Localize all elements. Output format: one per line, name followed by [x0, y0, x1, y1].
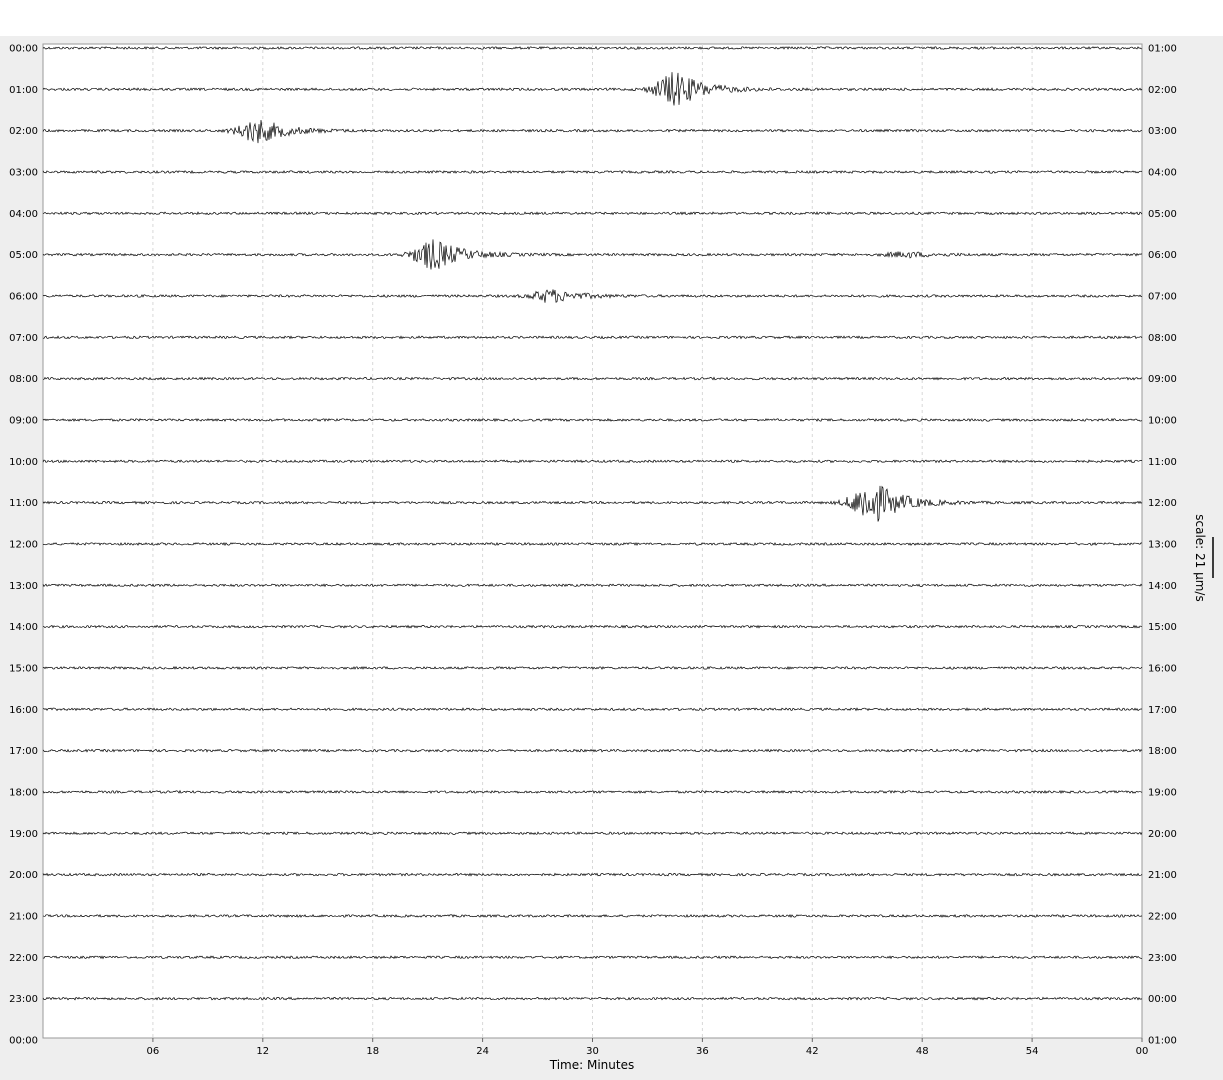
left-row-label: 18:00: [9, 787, 38, 798]
grid-lines: [152, 44, 1033, 1038]
right-row-label: 07:00: [1148, 291, 1177, 302]
right-row-label: 09:00: [1148, 374, 1177, 385]
x-tick-label: 00: [1136, 1046, 1149, 1057]
trace-row: [42, 665, 1143, 670]
left-row-label: 02:00: [9, 126, 38, 137]
right-row-label: 19:00: [1148, 787, 1177, 798]
trace-row: [42, 955, 1143, 960]
trace-row: [42, 72, 1143, 106]
right-row-label: 16:00: [1148, 663, 1177, 674]
helicorder-chart: 00:00 01:00 02:00 03:00 04:00 05:00 06:00 07:00…: [9, 43, 1214, 1072]
left-row-label: 12:00: [9, 539, 38, 550]
right-row-label: 18:00: [1148, 746, 1177, 757]
right-row-label: 08:00: [1148, 333, 1177, 344]
right-row-label: 21:00: [1148, 870, 1177, 881]
trace-row: [42, 996, 1143, 1001]
left-row-label: 09:00: [9, 415, 38, 426]
trace-row: [42, 789, 1143, 794]
x-tick-label: 36: [696, 1046, 709, 1057]
scale-label: scale: 21 μm/s: [1193, 514, 1207, 601]
x-tick-label: 06: [147, 1046, 160, 1057]
left-row-label: 04:00: [9, 209, 38, 220]
x-tick-label: 24: [476, 1046, 489, 1057]
trace-row: [42, 211, 1143, 216]
x-tick-label: 12: [256, 1046, 269, 1057]
right-row-label: 01:00: [1148, 1035, 1177, 1046]
right-row-label: 15:00: [1148, 622, 1177, 633]
right-row-label: 17:00: [1148, 705, 1177, 716]
x-axis-ticks: 06 12 18 24 30 36 42 48 54 00: [147, 1038, 1149, 1057]
trace-row: [42, 170, 1143, 174]
plot-area: [42, 43, 1143, 1039]
left-row-label: 00:00: [9, 1035, 38, 1046]
right-row-label: 04:00: [1148, 167, 1177, 178]
right-row-label: 14:00: [1148, 581, 1177, 592]
right-row-label: 23:00: [1148, 953, 1177, 964]
left-row-labels: 00:00 01:00 02:00 03:00 04:00 05:00 06:00 07:00…: [9, 44, 38, 1047]
right-row-label: 02:00: [1148, 85, 1177, 96]
left-row-label: 17:00: [9, 746, 38, 757]
left-row-label: 19:00: [9, 829, 38, 840]
trace-row: [42, 239, 1143, 270]
trace-row: [42, 459, 1143, 464]
left-row-label: 07:00: [9, 333, 38, 344]
trace-row: [43, 376, 1143, 381]
right-row-label: 11:00: [1148, 457, 1177, 468]
left-row-label: 13:00: [9, 581, 38, 592]
left-row-label: 05:00: [9, 250, 38, 261]
trace-row: [42, 624, 1142, 629]
left-row-label: 22:00: [9, 953, 38, 964]
trace-row: [42, 335, 1143, 340]
right-row-label: 10:00: [1148, 415, 1177, 426]
right-row-label: 12:00: [1148, 498, 1177, 509]
trace-row: [42, 45, 1143, 50]
right-row-label: 00:00: [1148, 994, 1177, 1005]
left-row-label: 15:00: [9, 663, 38, 674]
right-row-label: 13:00: [1148, 539, 1177, 550]
left-row-label: 11:00: [9, 498, 38, 509]
x-tick-label: 18: [366, 1046, 379, 1057]
right-row-label: 03:00: [1148, 126, 1177, 137]
seismogram-frame: 00:00 01:00 02:00 03:00 04:00 05:00 06:00 07:00…: [0, 36, 1223, 1080]
x-tick-label: 30: [586, 1046, 599, 1057]
x-tick-label: 48: [916, 1046, 929, 1057]
trace-row: [42, 541, 1143, 547]
left-row-label: 03:00: [9, 167, 38, 178]
right-row-label: 22:00: [1148, 911, 1177, 922]
scale-indicator: scale: 21 μm/s: [1193, 514, 1214, 602]
trace-row: [42, 485, 1143, 522]
left-row-label: 00:00: [9, 44, 38, 55]
left-row-label: 06:00: [9, 291, 38, 302]
left-row-label: 21:00: [9, 911, 38, 922]
right-row-label: 01:00: [1148, 44, 1177, 55]
right-row-label: 06:00: [1148, 250, 1177, 261]
trace-row: [42, 289, 1143, 303]
trace-layer: [42, 45, 1143, 1001]
left-row-label: 14:00: [9, 622, 38, 633]
left-row-label: 10:00: [9, 457, 38, 468]
x-axis-title: Time: Minutes: [549, 1058, 634, 1072]
x-tick-label: 42: [806, 1046, 819, 1057]
trace-row: [42, 913, 1143, 918]
trace-row: [42, 583, 1143, 588]
left-row-label: 01:00: [9, 85, 38, 96]
right-row-label: 05:00: [1148, 209, 1177, 220]
left-row-label: 20:00: [9, 870, 38, 881]
left-row-label: 08:00: [9, 374, 38, 385]
trace-row: [42, 831, 1143, 836]
left-row-label: 23:00: [9, 994, 38, 1005]
trace-row: [42, 707, 1142, 712]
right-row-labels: 01:00 02:00 03:00 04:00 05:00 06:00 07:00 08:00…: [1148, 44, 1177, 1047]
x-tick-label: 54: [1026, 1046, 1039, 1057]
left-row-label: 16:00: [9, 705, 38, 716]
trace-row: [42, 119, 1143, 144]
right-row-label: 20:00: [1148, 829, 1177, 840]
trace-row: [42, 417, 1143, 423]
trace-row: [42, 872, 1143, 877]
trace-row: [42, 748, 1143, 753]
